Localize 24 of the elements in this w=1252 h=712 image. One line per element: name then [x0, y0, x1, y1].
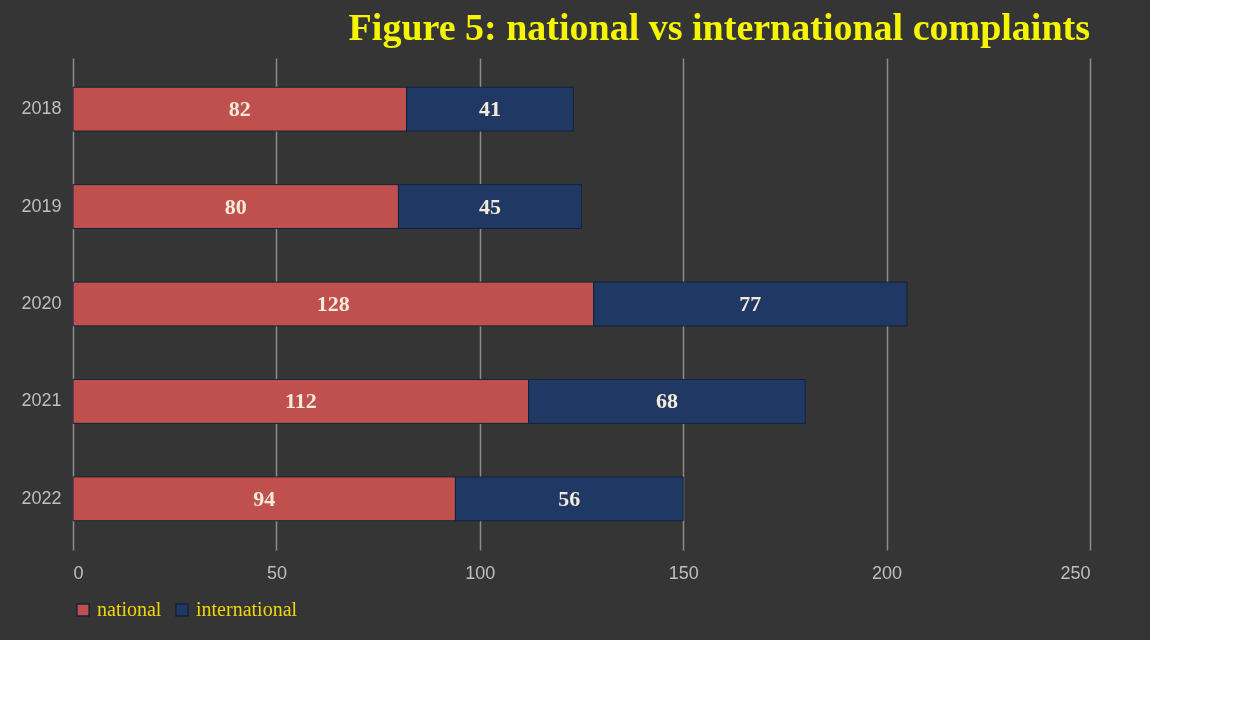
x-tick-label: 250 [1060, 562, 1091, 583]
legend-label: international [196, 598, 298, 620]
x-tick-label: 150 [668, 562, 699, 583]
data-label: 77 [739, 291, 762, 316]
y-tick-label: 2022 [21, 487, 62, 508]
data-label: 56 [558, 485, 581, 511]
y-tick-label: 2020 [21, 293, 62, 313]
data-label: 45 [478, 193, 501, 219]
y-tick-label: 2021 [21, 390, 62, 411]
x-tick-label: 50 [266, 562, 287, 583]
data-label: 41 [478, 96, 501, 122]
data-label: 68 [655, 388, 678, 414]
data-label: 82 [228, 96, 251, 122]
data-label: 94 [253, 485, 276, 511]
data-label: 80 [224, 193, 247, 219]
y-tick-label: 2019 [21, 195, 62, 216]
x-tick-label: 0 [73, 562, 84, 583]
y-tick-label: 2018 [21, 98, 62, 119]
x-tick-label: 200 [872, 562, 903, 583]
x-tick-label: 100 [465, 562, 496, 583]
data-label: 112 [284, 388, 317, 414]
legend-label: national [97, 598, 162, 620]
data-label: 128 [316, 291, 350, 316]
chart-title: Figure 5: national vs international complaints [348, 6, 1090, 48]
